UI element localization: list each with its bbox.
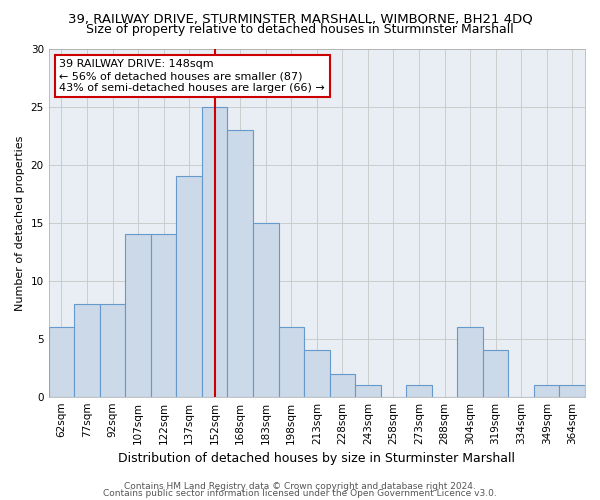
Bar (534, 385, 559, 396)
Bar (49, 327, 74, 396)
Text: 39 RAILWAY DRIVE: 148sqm
← 56% of detached houses are smaller (87)
43% of semi-d: 39 RAILWAY DRIVE: 148sqm ← 56% of detach… (59, 60, 325, 92)
X-axis label: Distribution of detached houses by size in Sturminster Marshall: Distribution of detached houses by size … (118, 452, 515, 465)
Bar (329, 374, 355, 396)
Bar (457, 327, 483, 396)
Text: Contains public sector information licensed under the Open Government Licence v3: Contains public sector information licen… (103, 490, 497, 498)
Y-axis label: Number of detached properties: Number of detached properties (15, 135, 25, 310)
Text: 39, RAILWAY DRIVE, STURMINSTER MARSHALL, WIMBORNE, BH21 4DQ: 39, RAILWAY DRIVE, STURMINSTER MARSHALL,… (68, 12, 532, 26)
Bar (304, 350, 329, 397)
Bar (406, 385, 432, 396)
Bar (100, 304, 125, 396)
Bar (125, 234, 151, 396)
Bar (483, 350, 508, 397)
Text: Size of property relative to detached houses in Sturminster Marshall: Size of property relative to detached ho… (86, 22, 514, 36)
Bar (355, 385, 380, 396)
Text: Contains HM Land Registry data © Crown copyright and database right 2024.: Contains HM Land Registry data © Crown c… (124, 482, 476, 491)
Bar (74, 304, 100, 396)
Bar (202, 107, 227, 397)
Bar (151, 234, 176, 396)
Bar (559, 385, 585, 396)
Bar (253, 223, 278, 396)
Bar (278, 327, 304, 396)
Bar (227, 130, 253, 396)
Bar (176, 176, 202, 396)
